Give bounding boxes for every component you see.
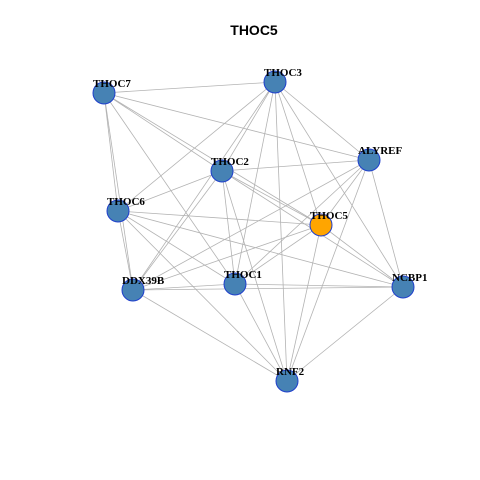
edge [103,92,322,226]
edge [234,81,276,285]
edge [132,170,223,291]
edge [274,81,322,226]
edge [234,224,322,285]
node [92,81,116,105]
edge [103,92,134,291]
edge [221,170,322,226]
node [106,199,130,223]
node-label: DDX39B [122,275,165,287]
node [121,278,145,302]
edge [103,92,119,212]
node-label: NCBP1 [392,272,427,284]
node [210,159,234,183]
edge [368,159,404,288]
edge [320,224,404,288]
edge [274,81,404,288]
edge [286,224,322,382]
edge [103,92,236,285]
edge [132,81,276,291]
node [309,213,333,237]
node-label: THOC3 [264,67,302,79]
edge [221,170,236,285]
edge [117,210,134,291]
edge [117,210,236,285]
edge [286,286,404,382]
edge [132,159,370,291]
node [263,70,287,94]
edge [286,159,370,382]
node-label: ALYREF [358,145,402,157]
node-label: THOC6 [107,196,145,208]
title: THOC5 [230,22,278,38]
node [275,369,299,393]
edge [320,159,370,226]
node-label: THOC5 [310,210,348,222]
edge [132,283,236,291]
node-label: THOC1 [224,269,262,281]
edges [103,81,404,382]
edge [117,81,276,212]
node-label: THOC7 [93,78,131,90]
edge [117,210,322,226]
edge [221,159,370,172]
node [391,275,415,299]
node-label: RNF2 [276,366,305,378]
edge [221,170,288,382]
edge [234,283,404,288]
edge [274,81,370,161]
node-label: THOC2 [211,156,249,168]
node [357,148,381,172]
edge [117,210,404,288]
edge [274,81,288,382]
edge [221,81,276,172]
edge [103,92,370,161]
edge [103,92,223,172]
edge [234,283,288,382]
edge [132,224,322,291]
nodes: THOC7 THOC3 ALYREF THOC2 THOC6 THOC5 DDX39B THO… [92,67,427,393]
edge [103,81,276,94]
edge [132,286,404,291]
edge [117,170,223,212]
edge [117,210,288,382]
node [223,272,247,296]
edge [132,289,288,382]
